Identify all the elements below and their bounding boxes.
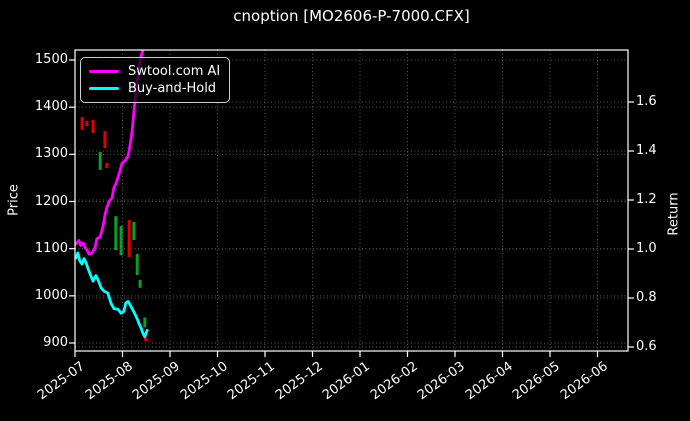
return-tick-label: 0.6	[636, 339, 657, 354]
return-tick-label: 1.4	[636, 143, 657, 158]
series-line-swtool	[75, 50, 145, 256]
return-tick-label: 1.6	[636, 94, 657, 109]
candle-up	[138, 279, 142, 288]
candle-down	[85, 120, 89, 127]
legend-item-swtool: Swtool.com AI	[89, 63, 221, 80]
legend-label: Buy-and-Hold	[128, 81, 217, 96]
candle-down	[105, 162, 109, 169]
candle-up	[98, 151, 102, 170]
series-line-buyhold	[75, 251, 149, 339]
return-tick-label: 1.2	[636, 192, 657, 207]
return-tick-label: 1.0	[636, 241, 657, 256]
price-tick-label: 1200	[34, 193, 68, 209]
swtool-line-swatch-icon	[89, 70, 119, 73]
price-tick-label: 1100	[34, 240, 68, 256]
candle-down	[144, 337, 148, 342]
candle-up	[135, 253, 139, 276]
candle-down	[80, 117, 84, 130]
price-tick-label: 1500	[34, 52, 68, 67]
return-tick-label: 0.8	[636, 290, 657, 305]
candle-down	[103, 131, 107, 149]
price-tick-label: 1400	[34, 99, 68, 115]
price-tick-label: 900	[43, 335, 68, 350]
legend: Swtool.com AI Buy-and-Hold	[80, 57, 230, 103]
candle-down	[91, 119, 95, 134]
legend-item-buyhold: Buy-and-Hold	[89, 80, 219, 97]
candle-up	[119, 226, 123, 256]
candle-up	[114, 216, 118, 251]
candle-up	[143, 317, 147, 328]
candle-up	[132, 221, 136, 241]
legend-label: Swtool.com AI	[128, 64, 221, 79]
buyhold-line-swatch-icon	[89, 87, 119, 90]
chart-title: cnoption [MO2606-P-7000.CFX]	[233, 7, 470, 25]
price-tick-label: 1300	[34, 146, 68, 162]
price-tick-label: 1000	[34, 287, 68, 303]
candle-down	[127, 219, 131, 258]
